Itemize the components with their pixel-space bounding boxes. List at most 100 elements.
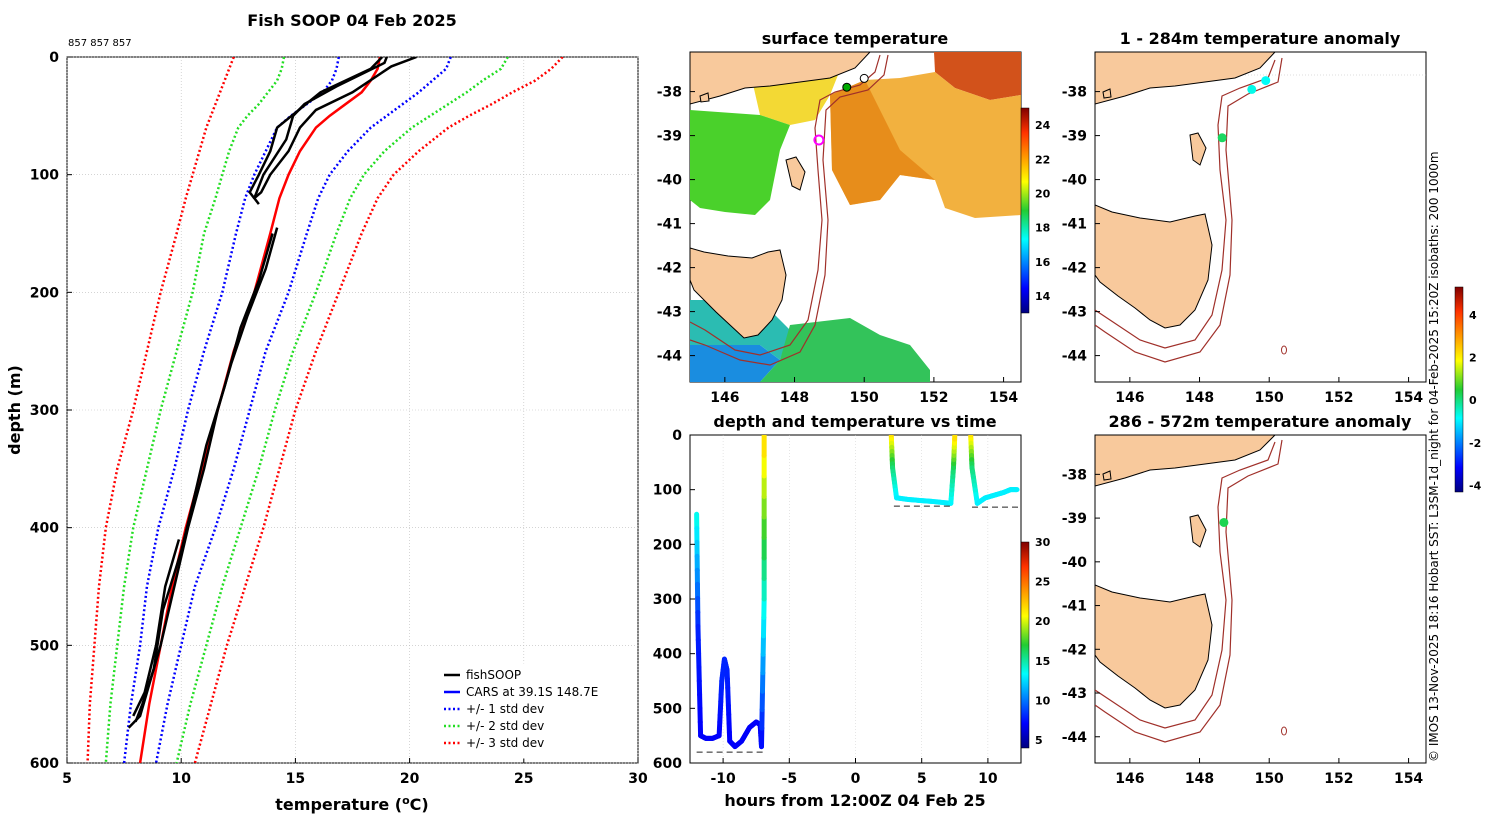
depth-time-y-tick-labels: 0 100 200 300 400 500 600 (653, 428, 695, 772)
depth-time-y-tick-label: 500 (653, 701, 682, 717)
tasmania-landmass (690, 247, 787, 339)
profile-legend: fishSOOP CARS at 39.1S 148.7E +/- 1 std … (437, 663, 619, 759)
sst-colorbar (1020, 107, 1030, 314)
anom_deep-x-tick-label: 150 (1255, 771, 1284, 787)
anom_deep-x-tick-label: 154 (1394, 771, 1423, 787)
depth-time-y-tick-label: 400 (653, 647, 682, 663)
sst-map-x-tick-labels: 146 148 150 152 154 (710, 377, 1018, 406)
profile-x-tick-label: 15 (286, 771, 305, 787)
sst-field-green-west (690, 110, 790, 215)
profile-y-tick-label: 400 (30, 521, 59, 537)
anom-shallow-x-tick-labels: 146 148 150 152 154 (1115, 377, 1423, 406)
credit-text: © IMOS 13-Nov-2025 18:16 Hobart SST: L3S… (1427, 151, 1441, 762)
profile-y-tick-label: 200 (30, 285, 59, 301)
anom_deep-point-0 (1219, 517, 1229, 527)
sst-marker-current (813, 134, 825, 146)
profile-title: Fish SOOP 04 Feb 2025 (247, 11, 456, 30)
seamount-isobath-a (1281, 345, 1287, 355)
depth-time-area (689, 434, 1022, 764)
sst-map-y-tick-label: -43 (657, 305, 682, 321)
anom_deep-y-tick-label: -44 (1062, 730, 1088, 746)
depth-time-x-tick-labels: -10 -5 0 5 10 (710, 758, 998, 787)
depth-time-y-tick-label: 300 (653, 592, 682, 608)
depth-time-data (694, 435, 1020, 753)
profile-y-tick-label: 300 (30, 403, 59, 419)
sst-colorbar-tick: 22 (1035, 153, 1050, 166)
sst-colorbar-tick: 18 (1035, 222, 1050, 235)
anom-deep-y-tick-labels: -38 -39 -40 -41 -42 -43 -44 (1062, 467, 1100, 746)
king-island-b (1102, 470, 1112, 481)
sst-map-y-tick-label: -42 (657, 261, 682, 277)
profile-y-tick-labels: 0 100 200 300 400 500 600 (30, 50, 72, 772)
isobath-1000m-a (1095, 57, 1283, 363)
tasmania-landmass-b (1095, 584, 1213, 709)
sst-marker-white (859, 73, 869, 83)
anom-shallow-title: 1 - 284m temperature anomaly (1120, 29, 1401, 48)
sst-map-title: surface temperature (762, 29, 949, 48)
legend-entry-cars: CARS at 39.1S 148.7E (466, 685, 598, 699)
profile-series--1-std-dev (154, 57, 452, 763)
legend-box (437, 663, 619, 759)
anom-deep-content (1095, 435, 1287, 743)
legend-entry-std3: +/- 3 std dev (466, 736, 544, 750)
sst-colorbar-tick: 14 (1035, 290, 1051, 303)
profile-x-tick-label: 30 (628, 771, 648, 787)
anom_deep-y-tick-label: -41 (1062, 599, 1087, 615)
anom_shallow-x-tick-label: 150 (1255, 390, 1284, 406)
king-island (699, 92, 710, 103)
sst-marker-green (842, 82, 852, 92)
sst-map-y-tick-label: -44 (657, 349, 683, 365)
anom_shallow-y-tick-label: -41 (1062, 217, 1087, 233)
fishsoop-profile-1 (253, 57, 417, 200)
anom-shallow-panel: 1 - 284m temperature anomaly 146 148 150 15… (1062, 29, 1427, 406)
depth-time-panel: depth and temperature vs time -10 -5 0 5 10 … (653, 412, 1051, 810)
fishsoop-profile-5 (132, 539, 181, 717)
depth-time-y-tick-label: 0 (672, 428, 682, 444)
depth-time-grid (722, 435, 989, 763)
anom_shallow-y-tick-label: -38 (1062, 85, 1087, 101)
anomaly-colorbar (1454, 286, 1464, 493)
profile-x-tick-label: 25 (514, 771, 533, 787)
anom_deep-y-tick-label: -42 (1062, 642, 1087, 658)
anom_deep-x-tick-label: 146 (1115, 771, 1144, 787)
anom-deep-title: 286 - 572m temperature anomaly (1109, 412, 1412, 431)
anom-deep-points (1219, 517, 1229, 527)
flinders-island-a (1189, 132, 1207, 166)
depth-time-colorbar (1020, 541, 1030, 749)
anom_deep-x-tick-label: 152 (1324, 771, 1353, 787)
anom_deep-y-tick-label: -39 (1062, 511, 1087, 527)
anom_shallow-y-tick-label: -42 (1062, 261, 1087, 277)
anom_shallow-point-0 (1261, 76, 1271, 86)
sst-map-y-tick-label: -41 (657, 217, 682, 233)
anom-deep-x-tick-labels: 146 148 150 152 154 (1115, 758, 1423, 787)
sst-map-x-tick-label: 154 (989, 390, 1018, 406)
profile-series--3-std-dev (193, 57, 564, 763)
anom_shallow-y-tick-label: -40 (1062, 173, 1088, 189)
sst-map-x-tick-label: 146 (710, 390, 739, 406)
anom-shallow-points (1217, 76, 1271, 143)
anom-shallow-area (1094, 51, 1427, 383)
isobath-1000m-b (1095, 439, 1283, 743)
anom_shallow-x-tick-label: 152 (1324, 390, 1353, 406)
anom_shallow-y-tick-label: -39 (1062, 129, 1087, 145)
tasmania-landmass-a (1095, 204, 1213, 329)
sst-map-x-tick-label: 150 (850, 390, 879, 406)
anomaly-colorbar-tick: 2 (1469, 351, 1477, 364)
depth-time-x-axis-label: hours from 12:00Z 04 Feb 25 (724, 791, 985, 810)
sst-map-panel: surface temperature 146 148 150 152 154 -38-… (657, 29, 1051, 406)
profile-y-tick-label: 0 (49, 50, 59, 66)
profile-ids-label: 857 857 857 (68, 38, 132, 49)
anomaly-colorbar-tick-labels: 4 2 0 -2 -4 (1469, 309, 1482, 493)
anom_deep-y-tick-label: -40 (1062, 555, 1088, 571)
depth-time-y-tick-label: 100 (653, 483, 682, 499)
anom_shallow-x-tick-label: 146 (1115, 390, 1144, 406)
anom_deep-y-tick-label: -38 (1062, 467, 1087, 483)
depth-time-colorbar-tick-labels: 5 10 15 20 25 30 (1035, 536, 1051, 747)
anomaly-colorbar-tick: -2 (1469, 437, 1481, 450)
depth-time-colorbar-tick: 15 (1035, 655, 1050, 668)
anom_shallow-x-tick-label: 148 (1185, 390, 1214, 406)
anom-deep-panel: 286 - 572m temperature anomaly 146 148 150… (1062, 286, 1482, 787)
sst-colorbar-tick-labels: 14 16 18 20 22 24 (1035, 119, 1051, 303)
depth-time-x-tick-label: 10 (978, 771, 998, 787)
profile-x-tick-label: 10 (171, 771, 191, 787)
